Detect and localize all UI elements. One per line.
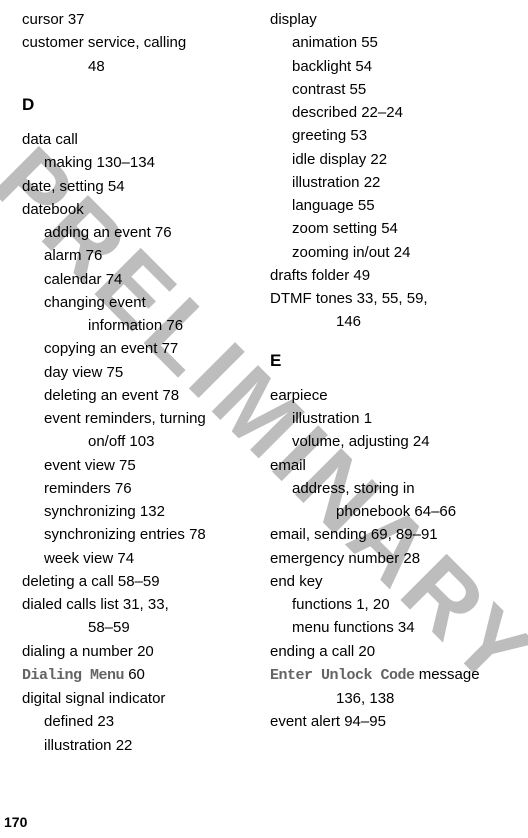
index-entry: illustration 22 (22, 734, 252, 757)
index-entry: emergency number 28 (270, 547, 500, 570)
index-entry: information 76 (22, 314, 252, 337)
index-entry: menu functions 34 (270, 616, 500, 639)
index-entry: Enter Unlock Code message (270, 663, 500, 687)
index-entry: illustration 22 (270, 171, 500, 194)
index-entry: changing event (22, 291, 252, 314)
index-entry: idle display 22 (270, 148, 500, 171)
index-entry: zoom setting 54 (270, 217, 500, 240)
index-entry: DTMF tones 33, 55, 59, (270, 287, 500, 310)
index-entry: calendar 74 (22, 268, 252, 291)
index-entry: display (270, 8, 500, 31)
index-entry: event alert 94–95 (270, 710, 500, 733)
index-entry: digital signal indicator (22, 687, 252, 710)
index-entry: day view 75 (22, 361, 252, 384)
index-entry: 58–59 (22, 616, 252, 639)
index-entry: making 130–134 (22, 151, 252, 174)
index-entry: dialing a number 20 (22, 640, 252, 663)
index-entry: 136, 138 (270, 687, 500, 710)
index-entry: 48 (22, 55, 252, 78)
index-entry: email, sending 69, 89–91 (270, 523, 500, 546)
index-entry: 146 (270, 310, 500, 333)
index-entry: greeting 53 (270, 124, 500, 147)
index-entry: customer service, calling (22, 31, 252, 54)
index-entry: alarm 76 (22, 244, 252, 267)
index-entry: language 55 (270, 194, 500, 217)
index-entry: earpiece (270, 384, 500, 407)
index-entry: deleting a call 58–59 (22, 570, 252, 593)
index-entry: on/off 103 (22, 430, 252, 453)
index-entry: email (270, 454, 500, 477)
index-entry: reminders 76 (22, 477, 252, 500)
index-entry: synchronizing 132 (22, 500, 252, 523)
index-entry: deleting an event 78 (22, 384, 252, 407)
index-entry: illustration 1 (270, 407, 500, 430)
index-entry: synchronizing entries 78 (22, 523, 252, 546)
mono-label: Dialing Menu (22, 667, 124, 684)
page-number: 170 (4, 814, 27, 830)
index-entry: datebook (22, 198, 252, 221)
index-entry: event view 75 (22, 454, 252, 477)
index-entry: animation 55 (270, 31, 500, 54)
index-entry: adding an event 76 (22, 221, 252, 244)
index-entry: backlight 54 (270, 55, 500, 78)
index-entry: dialed calls list 31, 33, (22, 593, 252, 616)
index-entry: date, setting 54 (22, 175, 252, 198)
index-entry: zooming in/out 24 (270, 241, 500, 264)
index-entry: functions 1, 20 (270, 593, 500, 616)
index-entry: Dialing Menu 60 (22, 663, 252, 687)
left-column: cursor 37customer service, calling48 Ddat… (22, 8, 252, 757)
index-entry: ending a call 20 (270, 640, 500, 663)
index-entry: defined 23 (22, 710, 252, 733)
index-entry: copying an event 77 (22, 337, 252, 360)
index-entry: cursor 37 (22, 8, 252, 31)
index-entry: drafts folder 49 (270, 264, 500, 287)
index-entry: contrast 55 (270, 78, 500, 101)
section-letter: D (22, 92, 252, 118)
index-entry: data call (22, 128, 252, 151)
right-column: displayanimation 55backlight 54contrast … (270, 8, 500, 757)
index-entry: end key (270, 570, 500, 593)
index-entry: volume, adjusting 24 (270, 430, 500, 453)
section-letter: E (270, 348, 500, 374)
mono-label: Enter Unlock Code (270, 667, 415, 684)
index-entry: event reminders, turning (22, 407, 252, 430)
index-entry: address, storing in (270, 477, 500, 500)
index-entry: described 22–24 (270, 101, 500, 124)
index-page: cursor 37customer service, calling48 Ddat… (0, 0, 528, 757)
index-entry: week view 74 (22, 547, 252, 570)
index-entry: phonebook 64–66 (270, 500, 500, 523)
